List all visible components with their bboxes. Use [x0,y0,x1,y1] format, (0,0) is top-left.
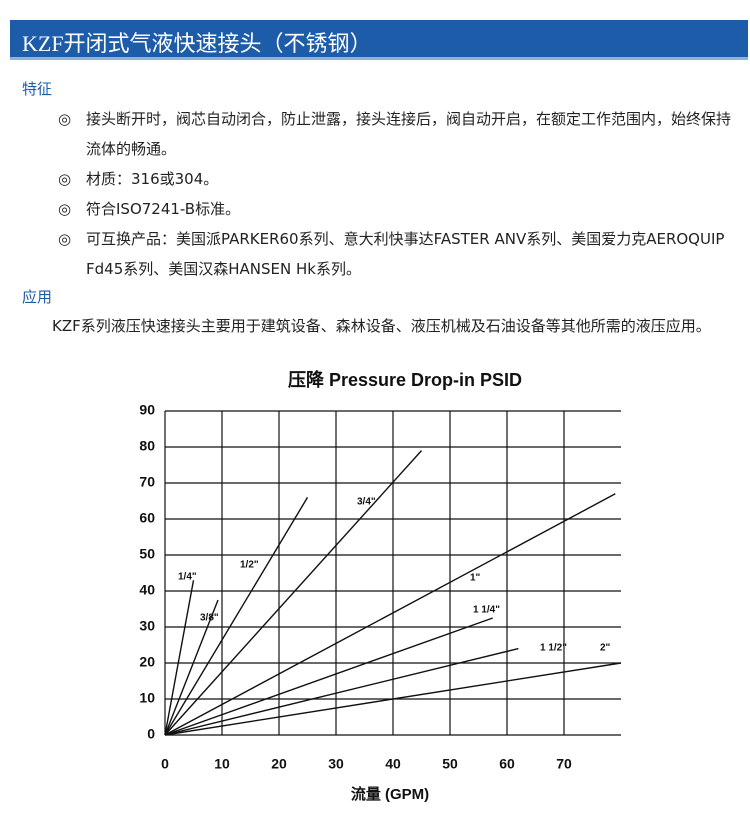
header-bar: KZF开闭式气液快速接头（不锈钢） [10,20,748,60]
x-tick-label: 0 [161,756,169,772]
series-label: 1 1/4" [473,605,500,616]
series-line [164,493,616,736]
page-title: KZF开闭式气液快速接头（不锈钢） [22,31,372,56]
series-line [164,662,622,736]
bullet: ◎ [58,110,72,128]
y-tick-label: 70 [139,474,155,490]
series-label: 1/4" [178,572,197,583]
series-label: 1" [470,573,481,584]
section-heading: 特征 [22,80,53,98]
feature-list: ◎ 接头断开时，阀芯自动闭合，防止泄露，接头连接后，阀自动开启，在额定工作范围内，… [58,104,738,284]
feature-item: ◎ 材质：316或304。 [58,164,738,194]
series-label: 3/4" [357,497,376,508]
series-line [164,599,219,736]
bullet: ◎ [58,170,72,188]
y-tick-label: 50 [139,546,155,562]
x-tick-label: 50 [442,756,458,772]
x-tick-label: 40 [385,756,401,772]
y-tick-label: 0 [147,726,155,742]
feature-item: ◎ 可互换产品：美国派PARKER60系列、意大利快事达FASTER ANV系列、… [58,224,738,284]
x-axis-label: 流量 (GPM) [351,785,429,803]
section-heading: 应用 [22,288,53,306]
series-line [164,617,493,736]
item-text: 接头断开时，阀芯自动闭合，防止泄露，接头连接后，阀自动开启，在额定工作范围内，始… [86,110,732,158]
feature-item: ◎ 符合ISO7241-B标准。 [58,194,738,224]
y-tick-label: 60 [139,510,155,526]
paragraph: KZF系列液压快速接头主要用于建筑设备、森林设备、液压机械及石油设备等其他所需的… [52,317,711,335]
x-tick-label: 70 [556,756,572,772]
x-tick-label: 20 [271,756,287,772]
series-line [164,647,519,736]
y-tick-label: 10 [139,690,155,706]
series-label: 1/2" [240,560,259,571]
series-line [164,450,423,736]
bullet: ◎ [58,230,72,248]
y-tick-label: 20 [139,654,155,670]
series-label: 1 1/2" [540,643,567,654]
y-tick-label: 80 [139,438,155,454]
y-tick-label: 90 [139,402,155,418]
y-tick-label: 40 [139,582,155,598]
item-text: 可互换产品：美国派PARKER60系列、意大利快事达FASTER ANV系列、美… [86,230,725,278]
series-label: 2" [600,643,611,654]
y-tick-label: 30 [139,618,155,634]
series-line [164,580,195,736]
chart-title: 压降 Pressure Drop-in PSID [288,369,522,390]
series-label: 3/8" [200,613,219,624]
item-text: 材质：316或304。 [86,170,219,188]
series-line [164,497,309,736]
bullet: ◎ [58,200,72,218]
x-tick-label: 30 [328,756,344,772]
chart: 压降 Pressure Drop-in PSID 流量 (GPM) 0 10 20 3… [139,369,622,803]
x-tick-label: 60 [499,756,515,772]
feature-item: ◎ 接头断开时，阀芯自动闭合，防止泄露，接头连接后，阀自动开启，在额定工作范围内，… [58,104,738,164]
item-text: 符合ISO7241-B标准。 [86,200,241,218]
x-tick-label: 10 [214,756,230,772]
